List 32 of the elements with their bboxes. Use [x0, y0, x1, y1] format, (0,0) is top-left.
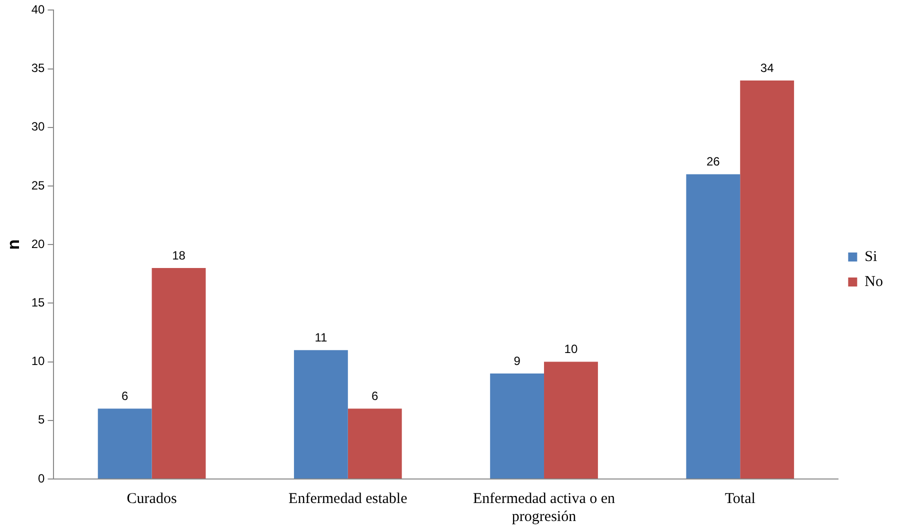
data-label: 11: [314, 330, 328, 344]
bar: [740, 80, 794, 478]
bar: [490, 374, 544, 478]
legend-label: No: [864, 274, 884, 290]
y-tick-label: 0: [38, 471, 46, 486]
y-tick-label: 10: [31, 354, 46, 368]
x-tick-label: Curados: [126, 490, 177, 507]
bar: [98, 408, 152, 478]
y-tick-label: 35: [31, 61, 46, 76]
bar: [152, 268, 206, 478]
bar: [294, 350, 348, 478]
y-tick-label: 20: [31, 236, 46, 251]
legend-label: Si: [864, 248, 878, 265]
bar: [348, 408, 402, 478]
y-tick-label: 30: [31, 120, 46, 134]
data-label: 34: [760, 60, 774, 75]
y-tick-label: 5: [38, 412, 46, 427]
data-label: 18: [172, 248, 186, 262]
x-tick-label: Enfermedad estable: [288, 490, 408, 507]
data-label: 9: [514, 354, 521, 368]
y-axis-title: n: [4, 239, 23, 250]
x-tick-label: Enfermedad activa o en progresión: [473, 490, 616, 525]
bar: [686, 174, 740, 478]
data-label: 6: [372, 388, 379, 403]
y-tick-label: 15: [31, 296, 46, 310]
data-label: 26: [706, 154, 720, 169]
x-tick-label: Total: [724, 490, 756, 507]
data-label: 10: [564, 342, 578, 356]
y-tick-label: 25: [31, 178, 46, 192]
y-tick-label: 40: [31, 2, 46, 17]
bar: [544, 362, 598, 478]
data-label: 6: [121, 388, 128, 403]
